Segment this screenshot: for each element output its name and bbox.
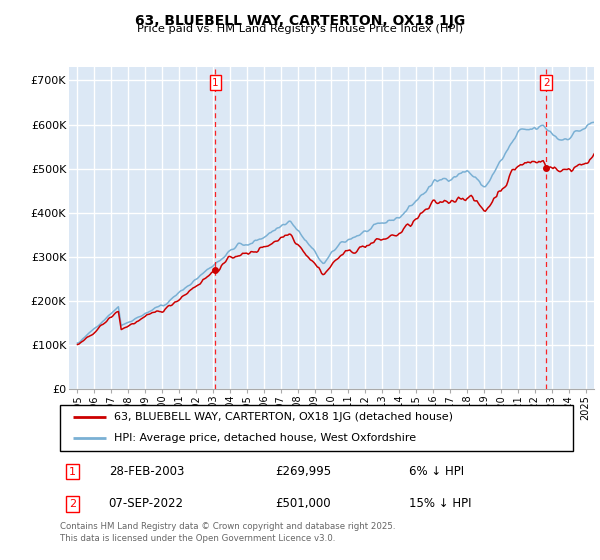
Text: 2: 2 [543,78,550,87]
Text: Contains HM Land Registry data © Crown copyright and database right 2025.
This d: Contains HM Land Registry data © Crown c… [60,522,395,543]
Text: 1: 1 [212,78,219,87]
Text: 2: 2 [69,499,76,509]
Text: 6% ↓ HPI: 6% ↓ HPI [409,465,464,478]
Text: £269,995: £269,995 [275,465,332,478]
Text: 1: 1 [69,466,76,477]
Text: Price paid vs. HM Land Registry's House Price Index (HPI): Price paid vs. HM Land Registry's House … [137,24,463,34]
Text: £501,000: £501,000 [275,497,331,510]
Text: 28-FEB-2003: 28-FEB-2003 [109,465,184,478]
Text: HPI: Average price, detached house, West Oxfordshire: HPI: Average price, detached house, West… [114,433,416,444]
Text: 07-SEP-2022: 07-SEP-2022 [109,497,184,510]
Text: 15% ↓ HPI: 15% ↓ HPI [409,497,472,510]
Text: 63, BLUEBELL WAY, CARTERTON, OX18 1JG: 63, BLUEBELL WAY, CARTERTON, OX18 1JG [135,14,465,28]
Text: 63, BLUEBELL WAY, CARTERTON, OX18 1JG (detached house): 63, BLUEBELL WAY, CARTERTON, OX18 1JG (d… [114,412,453,422]
